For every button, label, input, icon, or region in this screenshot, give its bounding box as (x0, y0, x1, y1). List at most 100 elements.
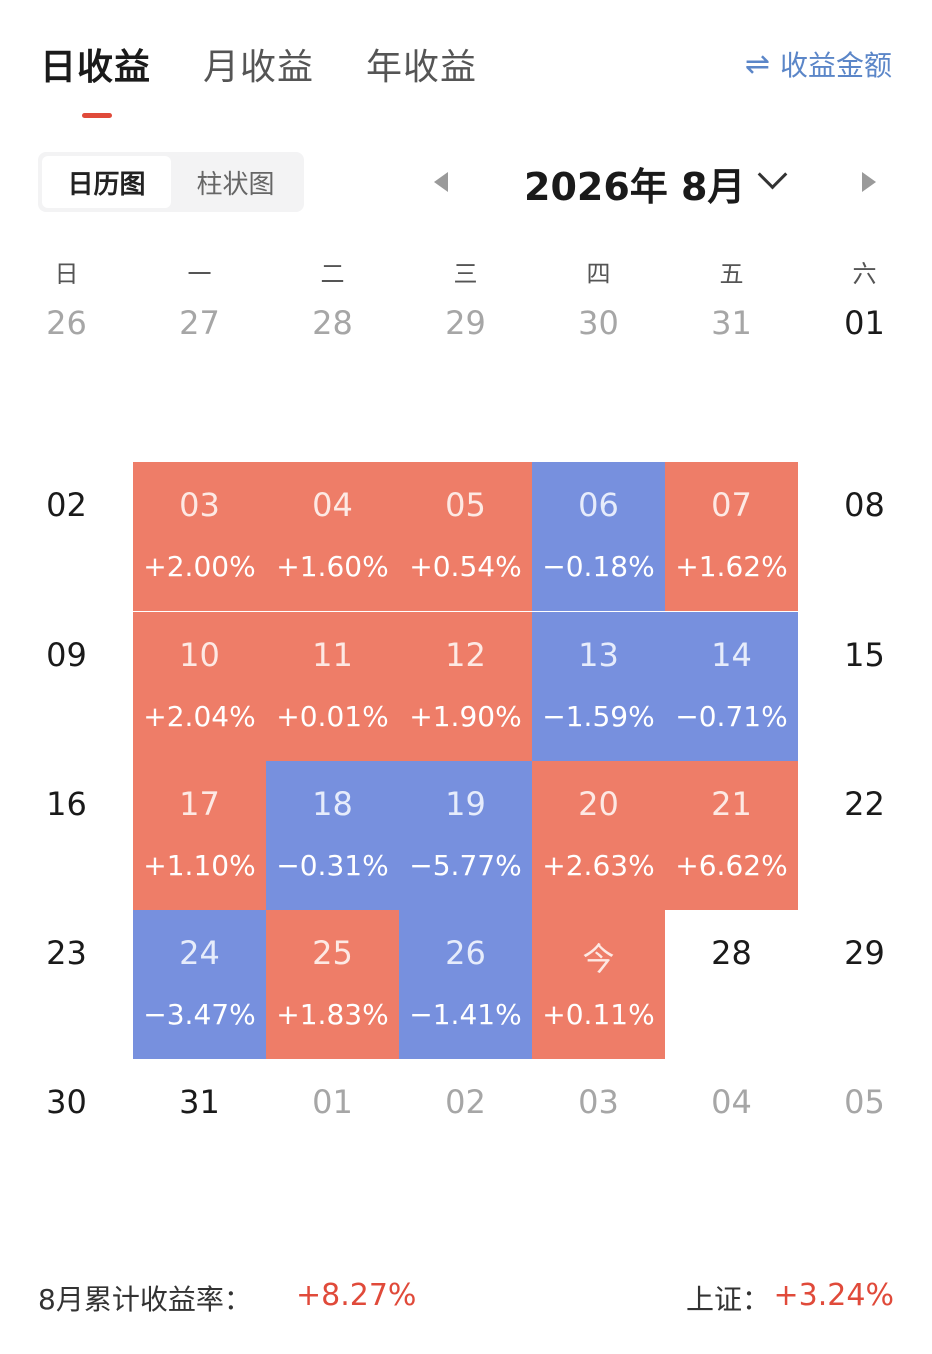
calendar-day-cell[interactable]: 今 +0.11% (532, 910, 665, 1059)
daily-return-value: −0.31% (276, 849, 389, 882)
day-number: 23 (46, 934, 87, 972)
calendar-day-cell[interactable]: 27 (133, 280, 266, 429)
calendar-day-cell[interactable]: 16 (0, 761, 133, 910)
calendar-day-cell[interactable]: 09 (0, 612, 133, 761)
weekday-label: 二 (320, 260, 345, 288)
calendar-day-cell[interactable]: 25 +1.83% (266, 910, 399, 1059)
daily-return-value: +1.62% (675, 550, 788, 583)
daily-return-value: +1.60% (276, 550, 389, 583)
calendar-day-cell[interactable]: 01 (266, 1059, 399, 1208)
calendar-day-cell[interactable]: 12 +1.90% (399, 612, 532, 761)
calendar-day-cell[interactable]: 14 −0.71% (665, 612, 798, 761)
calendar-day-cell[interactable]: 28 (665, 910, 798, 1059)
calendar-day-cell[interactable]: 31 (133, 1059, 266, 1208)
daily-return-value: +2.63% (542, 849, 655, 882)
daily-return-value: +0.01% (276, 700, 389, 733)
calendar-day-cell[interactable]: 10 +2.04% (133, 612, 266, 761)
chevron-down-icon[interactable] (757, 159, 788, 190)
calendar-day-cell[interactable]: 24 −3.47% (133, 910, 266, 1059)
day-number: 30 (46, 1083, 87, 1121)
calendar-day-cell[interactable]: 04 +1.60% (266, 462, 399, 611)
day-number: 14 (711, 636, 752, 674)
weekday-label: 一 (187, 260, 212, 288)
weekday-label: 四 (586, 260, 611, 288)
calendar-day-cell[interactable]: 23 (0, 910, 133, 1059)
day-number: 04 (711, 1083, 752, 1121)
calendar-day-cell[interactable]: 01 (798, 280, 931, 429)
day-number: 16 (46, 785, 87, 823)
day-number: 28 (312, 304, 353, 342)
daily-return-value: +0.54% (409, 550, 522, 583)
index-return-value: +3.24% (773, 1278, 894, 1313)
daily-return-value: −1.59% (542, 700, 655, 733)
calendar-day-cell[interactable]: 03 +2.00% (133, 462, 266, 611)
calendar-day-cell[interactable]: 29 (399, 280, 532, 429)
weekday-label: 日 (54, 260, 79, 288)
daily-return-value: +6.62% (675, 849, 788, 882)
calendar-day-cell[interactable]: 26 (0, 280, 133, 429)
calendar-day-cell[interactable]: 02 (0, 462, 133, 611)
day-number: 03 (179, 486, 220, 524)
calendar-day-cell[interactable]: 11 +0.01% (266, 612, 399, 761)
day-number: 31 (711, 304, 752, 342)
active-tab-indicator (82, 113, 112, 118)
day-number: 15 (844, 636, 885, 674)
day-number: 31 (179, 1083, 220, 1121)
calendar-day-cell[interactable]: 08 (798, 462, 931, 611)
day-number: 27 (179, 304, 220, 342)
day-number: 01 (844, 304, 885, 342)
tab-label: 年收益 (366, 47, 478, 88)
day-number: 05 (445, 486, 486, 524)
daily-return-value: +2.04% (143, 700, 256, 733)
summary-footer: 8月累计收益率： +8.27% 上证： +3.24% (38, 1276, 894, 1320)
calendar-day-cell[interactable]: 17 +1.10% (133, 761, 266, 910)
day-number: 26 (46, 304, 87, 342)
calendar-day-cell[interactable]: 26 −1.41% (399, 910, 532, 1059)
tab-monthly-return[interactable]: 月收益 (203, 38, 314, 90)
day-number: 09 (46, 636, 87, 674)
day-number: 02 (46, 486, 87, 524)
toggle-return-amount-button[interactable]: ⇌ 收益金额 (745, 44, 892, 84)
calendar-day-cell[interactable]: 21 +6.62% (665, 761, 798, 910)
bar-chart-view-button[interactable]: 柱状图 (196, 169, 275, 200)
calendar-day-cell[interactable]: 05 (798, 1059, 931, 1208)
calendar-day-cell[interactable]: 28 (266, 280, 399, 429)
calendar-day-cell[interactable]: 19 −5.77% (399, 761, 532, 910)
calendar-day-cell[interactable]: 30 (532, 280, 665, 429)
calendar-day-cell[interactable]: 30 (0, 1059, 133, 1208)
calendar-day-cell[interactable]: 04 (665, 1059, 798, 1208)
calendar-day-cell[interactable]: 03 (532, 1059, 665, 1208)
month-title[interactable]: 2026年 8月 (524, 165, 746, 209)
calendar-day-cell[interactable]: 20 +2.63% (532, 761, 665, 910)
calendar-view-button[interactable]: 日历图 (42, 156, 171, 208)
calendar-day-cell[interactable]: 31 (665, 280, 798, 429)
toggle-amount-label: 收益金额 (779, 49, 892, 82)
day-number: 17 (179, 785, 220, 823)
month-return-label: 8月累计收益率： (38, 1283, 252, 1316)
day-number: 05 (844, 1083, 885, 1121)
calendar-day-cell[interactable]: 22 (798, 761, 931, 910)
weekday-label: 三 (453, 260, 478, 288)
calendar-day-cell[interactable]: 05 +0.54% (399, 462, 532, 611)
month-return-value: +8.27% (296, 1278, 417, 1313)
tab-label: 月收益 (203, 47, 315, 88)
calendar-day-cell[interactable]: 13 −1.59% (532, 612, 665, 761)
day-number: 29 (844, 934, 885, 972)
calendar-day-cell[interactable]: 18 −0.31% (266, 761, 399, 910)
tab-yearly-return[interactable]: 年收益 (366, 38, 477, 90)
calendar-day-cell[interactable]: 06 −0.18% (532, 462, 665, 611)
daily-return-value: +1.83% (276, 998, 389, 1031)
prev-month-icon[interactable] (434, 172, 448, 192)
calendar-day-cell[interactable]: 29 (798, 910, 931, 1059)
weekday-label: 六 (852, 260, 877, 288)
day-number: 30 (578, 304, 619, 342)
tab-daily-return[interactable]: 日收益 (40, 38, 151, 118)
day-number: 08 (844, 486, 885, 524)
next-month-icon[interactable] (862, 172, 876, 192)
calendar-day-cell[interactable]: 07 +1.62% (665, 462, 798, 611)
daily-return-value: −0.71% (675, 700, 788, 733)
calendar-day-cell[interactable]: 15 (798, 612, 931, 761)
calendar-day-cell[interactable]: 02 (399, 1059, 532, 1208)
day-number: 07 (711, 486, 752, 524)
day-number: 今 (582, 940, 615, 978)
